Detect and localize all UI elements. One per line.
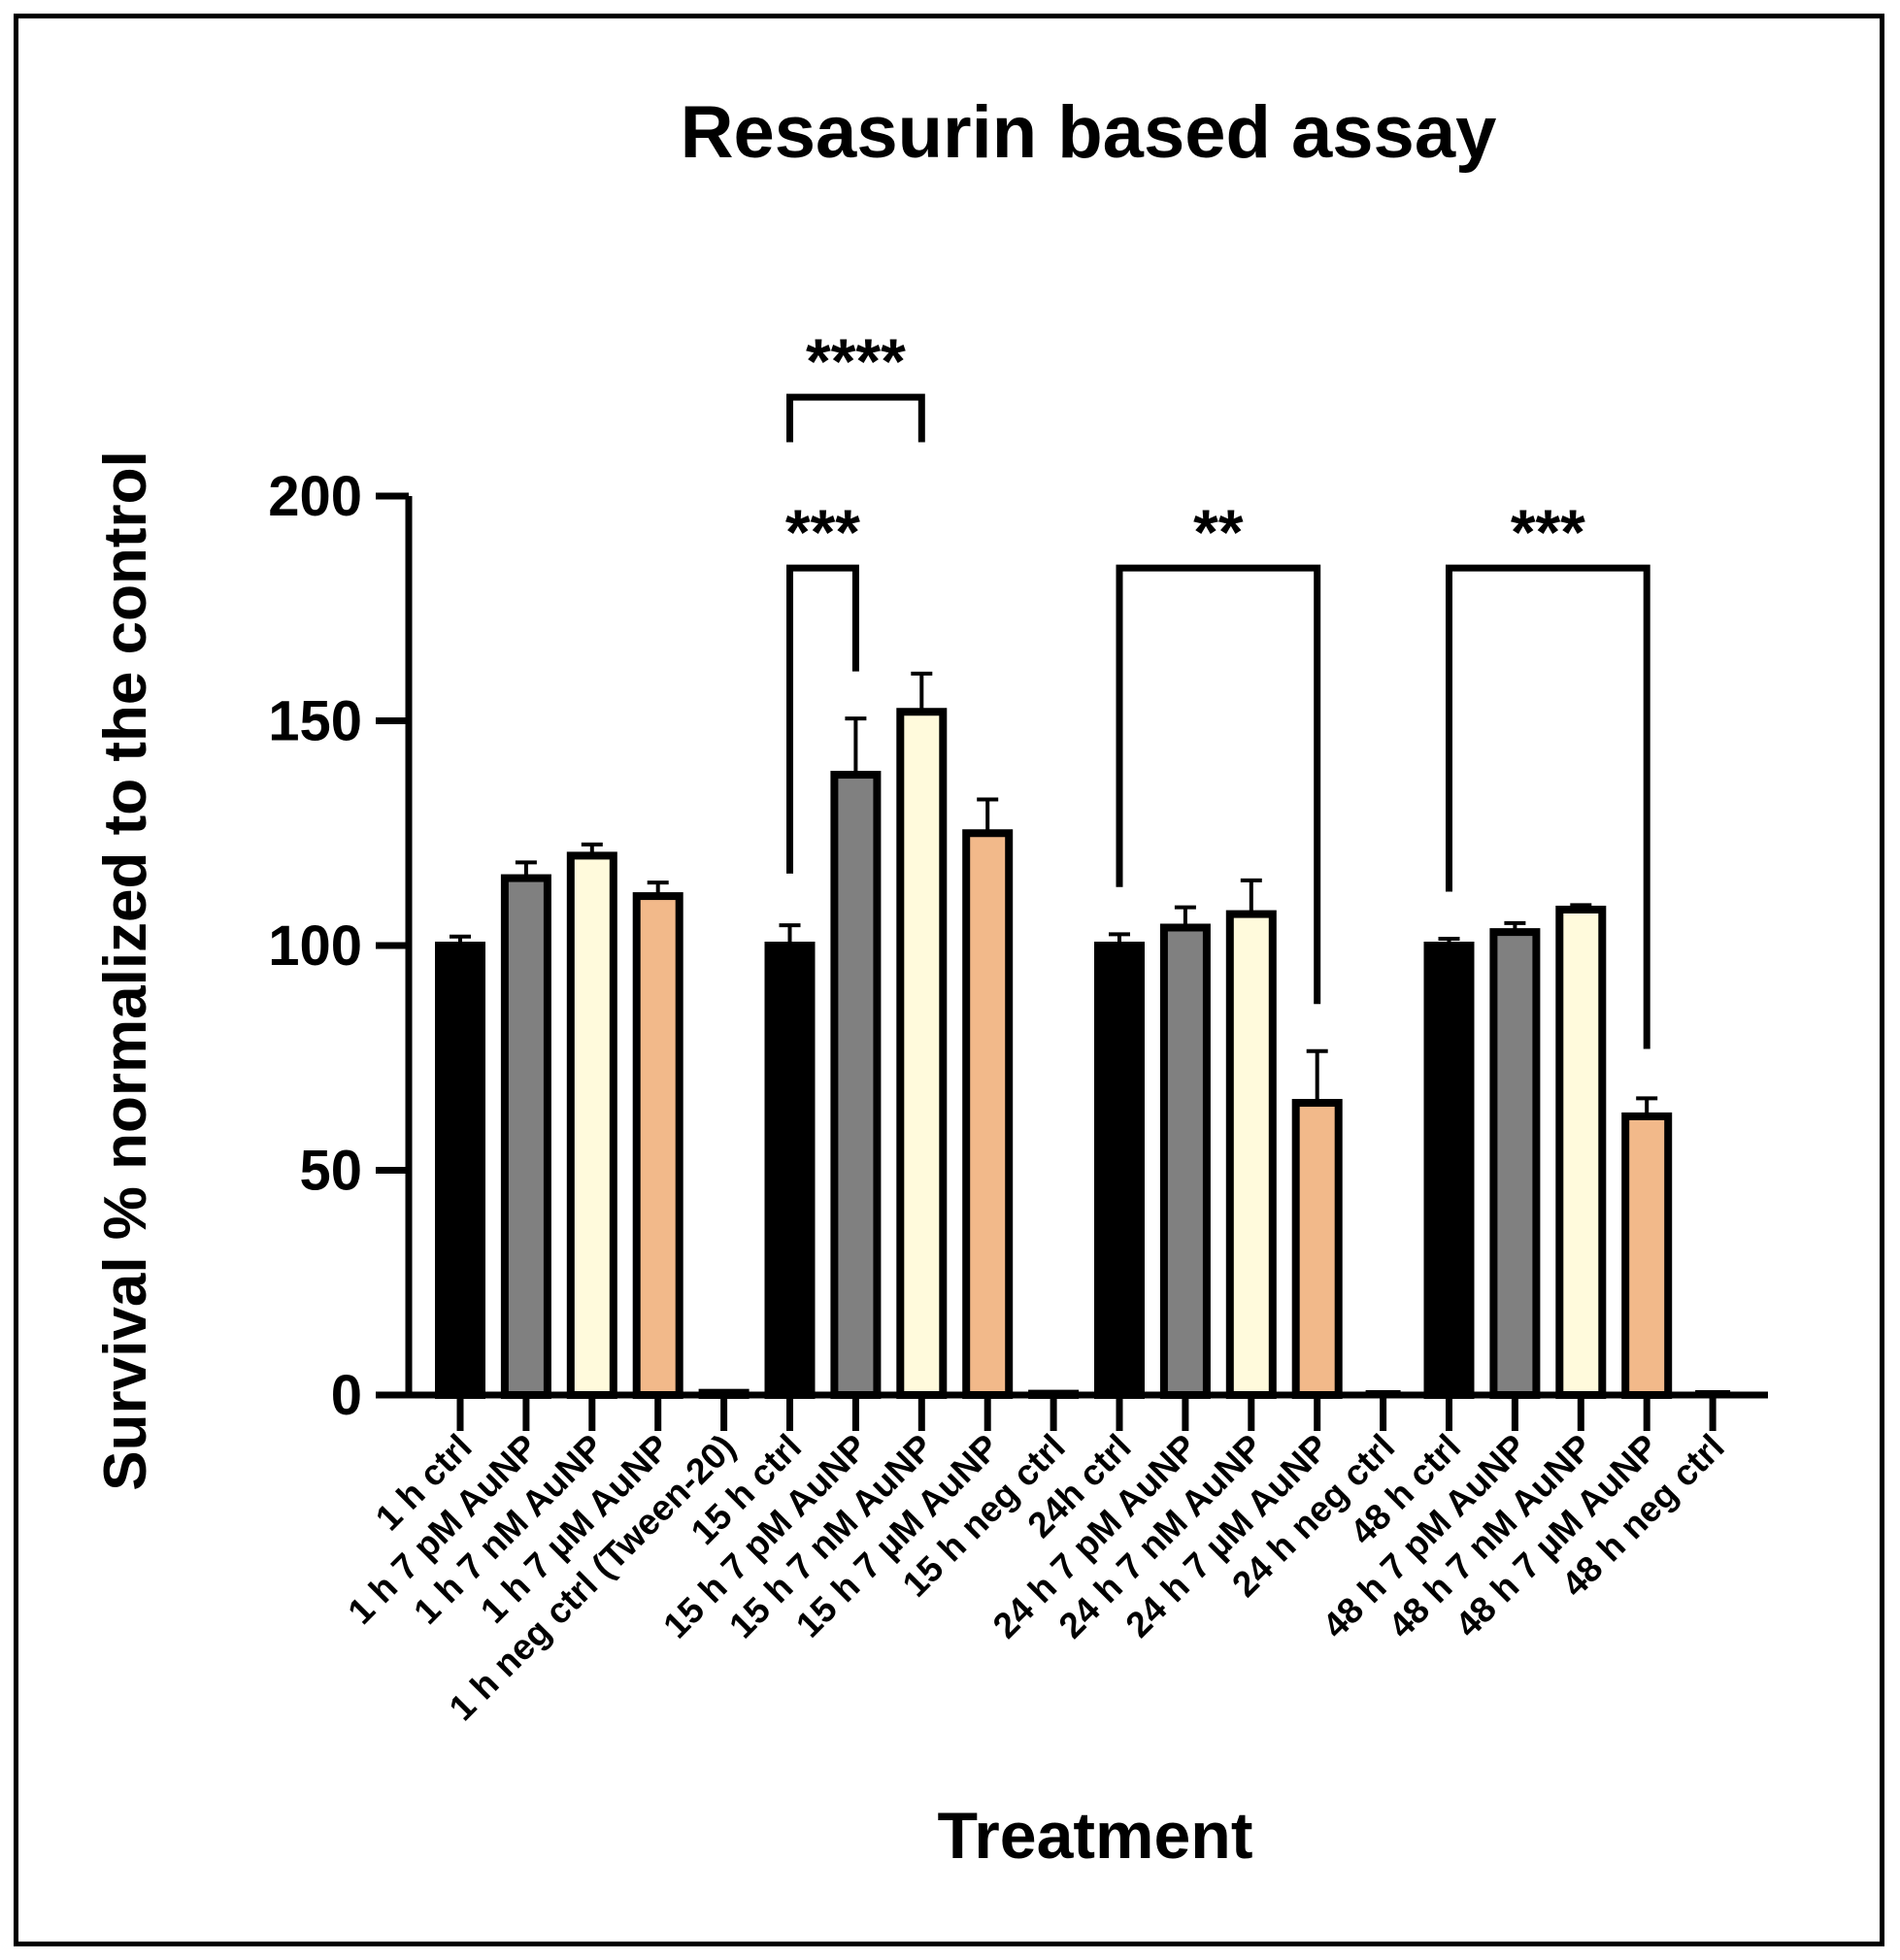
- bar-0: [435, 942, 485, 1399]
- significance-bracket-1: [786, 564, 859, 874]
- bar-2: [566, 851, 617, 1399]
- bar-12: [1225, 910, 1277, 1400]
- bar-10: [1094, 942, 1145, 1399]
- significance-label-2: **: [1193, 496, 1244, 568]
- y-tick-label-2: 100: [268, 914, 362, 978]
- significance-label-0: ****: [806, 325, 906, 397]
- bar-5: [764, 942, 816, 1399]
- bar-13: [1291, 1099, 1343, 1400]
- bar-17: [1555, 905, 1607, 1400]
- y-tick-label-4: 200: [268, 465, 362, 528]
- y-axis-label: Survival % normalized to the control: [92, 450, 159, 1490]
- significance-bracket-2: [1116, 564, 1321, 1005]
- y-tick-label-3: 150: [268, 690, 362, 753]
- significance-bracket-0: [786, 393, 925, 443]
- bar-11: [1159, 923, 1211, 1399]
- bar-15: [1423, 942, 1475, 1399]
- significance-bracket-3: [1446, 564, 1650, 1049]
- bar-1: [500, 874, 551, 1399]
- bar-16: [1489, 928, 1541, 1399]
- bar-6: [830, 771, 882, 1399]
- x-axis-label: Treatment: [938, 1799, 1253, 1873]
- bar-3: [632, 892, 683, 1399]
- significance-label-3: ***: [1511, 496, 1585, 568]
- chart-title: Resasurin based assay: [681, 91, 1497, 174]
- significance-label-1: ***: [785, 496, 860, 568]
- bar-18: [1621, 1112, 1673, 1399]
- bar-8: [962, 829, 1014, 1399]
- bar-7: [896, 708, 948, 1399]
- y-tick-label-1: 50: [299, 1140, 362, 1203]
- figure-frame: [14, 14, 1884, 1946]
- y-tick-label-0: 0: [331, 1364, 362, 1427]
